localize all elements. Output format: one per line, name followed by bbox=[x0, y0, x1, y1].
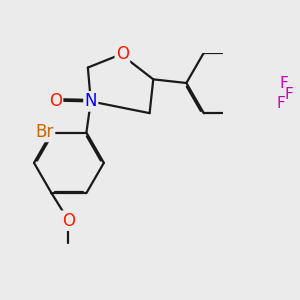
Text: O: O bbox=[116, 45, 129, 63]
Text: O: O bbox=[49, 92, 62, 110]
Text: O: O bbox=[62, 212, 75, 230]
Text: F: F bbox=[279, 76, 288, 91]
Text: N: N bbox=[85, 92, 97, 110]
Text: Br: Br bbox=[36, 123, 54, 141]
Text: F: F bbox=[276, 96, 285, 111]
Text: F: F bbox=[285, 86, 294, 101]
